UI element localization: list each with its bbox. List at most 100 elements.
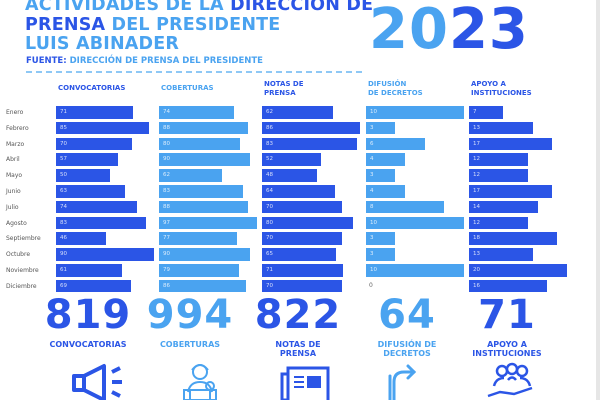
column-header: COBERTURAS bbox=[161, 84, 214, 93]
bar-value-label: 64 bbox=[266, 188, 273, 194]
month-label: Marzo bbox=[6, 140, 25, 148]
total-value: 822 bbox=[254, 292, 342, 338]
bar-value-label: 3 bbox=[370, 235, 374, 242]
bar-value-label: 16 bbox=[473, 282, 480, 289]
total-value: 994 bbox=[146, 292, 234, 338]
total-label: CONVOCATORIAS bbox=[36, 340, 140, 349]
bar-value-label: 3 bbox=[370, 124, 374, 131]
title-line2-part1: PRENSA bbox=[25, 14, 106, 35]
bar: 90 bbox=[159, 248, 250, 261]
bar-value-label: 48 bbox=[266, 172, 273, 179]
bar: 90 bbox=[56, 248, 154, 261]
bar-value-label: 71 bbox=[60, 109, 67, 115]
bar: 80 bbox=[159, 137, 240, 151]
bar: 74 bbox=[56, 200, 137, 214]
bar: 3 bbox=[366, 121, 395, 135]
column-header-line: APOYO A bbox=[471, 80, 506, 88]
bar: 70 bbox=[56, 137, 132, 151]
reporter-icon bbox=[172, 362, 228, 404]
bar: 18 bbox=[469, 232, 557, 245]
bar: 17 bbox=[469, 185, 552, 198]
bar-value-label: 74 bbox=[163, 109, 170, 115]
bar-value-label: 88 bbox=[163, 124, 170, 131]
bar-value-label: 12 bbox=[473, 172, 480, 179]
month-label: Diciembre bbox=[6, 282, 37, 290]
bar: 70 bbox=[262, 200, 342, 214]
bar: 63 bbox=[56, 185, 125, 198]
total-label-line: NOTAS DE bbox=[275, 340, 321, 349]
bar-value-label: 69 bbox=[60, 282, 67, 289]
bar: 20 bbox=[469, 264, 567, 277]
dashed-divider bbox=[26, 71, 362, 73]
total-label-line: INSTITUCIONES bbox=[472, 349, 542, 358]
bar: 57 bbox=[56, 153, 118, 166]
total-label: COBERTURAS bbox=[138, 340, 242, 349]
bar-value-label: 10 bbox=[370, 219, 377, 226]
bar: 83 bbox=[56, 216, 146, 230]
bar: 69 bbox=[56, 279, 131, 293]
bar-zero-label: 0 bbox=[369, 281, 373, 289]
total-label-line: COBERTURAS bbox=[159, 340, 221, 349]
bar: 97 bbox=[159, 216, 257, 230]
bar: 10 bbox=[366, 264, 464, 277]
total-label-line: DIFUSIÓN DE bbox=[377, 340, 437, 349]
bar-value-label: 77 bbox=[163, 235, 170, 242]
month-label: Febrero bbox=[6, 124, 29, 132]
source-label: FUENTE: bbox=[26, 56, 67, 66]
year-display: 2023 bbox=[369, 0, 529, 70]
helping-hand-people-icon bbox=[482, 362, 542, 404]
bar-value-label: 17 bbox=[473, 140, 480, 147]
bar-value-label: 90 bbox=[60, 251, 67, 258]
title-line3: LUIS ABINADER bbox=[25, 34, 180, 54]
bar-value-label: 62 bbox=[266, 109, 273, 115]
right-edge bbox=[596, 0, 600, 400]
megaphone-icon bbox=[68, 362, 128, 404]
column-header: DIFUSIÓN DE DECRETOS bbox=[368, 80, 423, 97]
bar-value-label: 50 bbox=[60, 172, 67, 179]
bar-value-label: 65 bbox=[266, 251, 273, 258]
bar: 10 bbox=[366, 216, 464, 230]
newspaper-icon bbox=[276, 362, 336, 404]
bar: 6 bbox=[366, 137, 425, 151]
bar: 90 bbox=[159, 153, 250, 166]
bar: 17 bbox=[469, 137, 552, 151]
total-label: DIFUSIÓN DE DECRETOS bbox=[355, 340, 459, 358]
month-label: Noviembre bbox=[6, 267, 39, 274]
bar-value-label: 6 bbox=[370, 140, 374, 147]
bar-value-label: 70 bbox=[266, 282, 273, 289]
bar: 3 bbox=[366, 232, 395, 245]
bar: 71 bbox=[56, 106, 133, 119]
bar-value-label: 20 bbox=[473, 267, 480, 273]
bar: 62 bbox=[159, 169, 222, 182]
bar: 12 bbox=[469, 216, 528, 230]
column-header: APOYO A INSTITUCIONES bbox=[471, 80, 532, 97]
column-header-line: NOTAS DE bbox=[264, 80, 304, 88]
total-label: NOTAS DE PRENSA bbox=[246, 340, 350, 358]
bar-value-label: 83 bbox=[60, 219, 67, 226]
bar-value-label: 85 bbox=[60, 124, 67, 131]
month-label: Junio bbox=[6, 188, 21, 195]
column-header: NOTAS DE PRENSA bbox=[264, 80, 304, 97]
bar-value-label: 74 bbox=[60, 203, 67, 210]
bar: 50 bbox=[56, 169, 110, 182]
month-label: Agosto bbox=[6, 219, 27, 227]
total-value: 64 bbox=[378, 292, 436, 338]
bar-value-label: 79 bbox=[163, 267, 170, 273]
column-header-line: COBERTURAS bbox=[161, 84, 214, 92]
bar-value-label: 61 bbox=[60, 267, 67, 273]
page-title: ACTIVIDADES DE LA DIRECCIÓN DE PRENSA DE… bbox=[25, 0, 373, 55]
bar-value-label: 3 bbox=[370, 251, 374, 258]
year-part1: 20 bbox=[369, 0, 449, 62]
bar: 13 bbox=[469, 121, 533, 135]
total-label-line: APOYO A bbox=[487, 340, 527, 349]
bar-value-label: 63 bbox=[60, 188, 67, 194]
bar-value-label: 90 bbox=[163, 251, 170, 258]
bar-value-label: 4 bbox=[370, 156, 374, 163]
total-label-line: CONVOCATORIAS bbox=[49, 340, 127, 349]
bar-value-label: 4 bbox=[370, 188, 374, 194]
bar: 4 bbox=[366, 153, 405, 166]
bar: 65 bbox=[262, 248, 336, 261]
column-header-line: PRENSA bbox=[264, 88, 296, 97]
column-header-line: INSTITUCIONES bbox=[471, 88, 532, 97]
bar-value-label: 7 bbox=[473, 109, 477, 115]
